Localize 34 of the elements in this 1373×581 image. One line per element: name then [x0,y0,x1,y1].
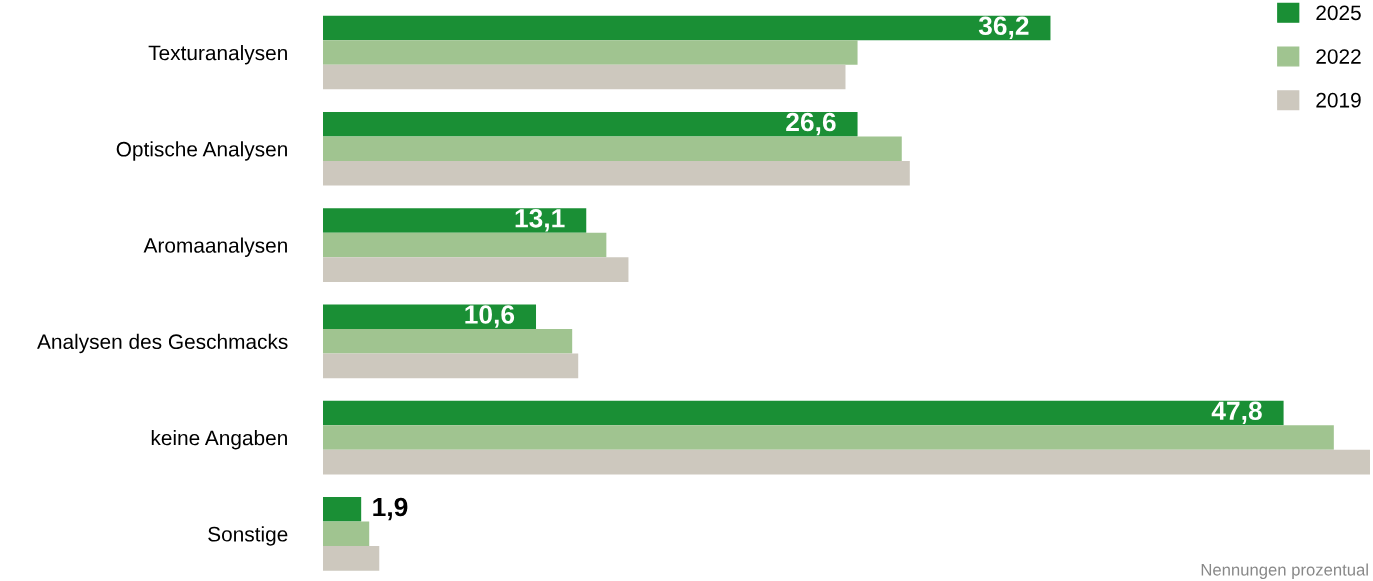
y-tick-label: Sonstige [208,526,288,546]
annotation: Nennungen prozentual [1201,563,1368,579]
bar [323,208,587,233]
bar [323,64,846,90]
data-label: 26,6 [786,112,836,136]
legend-label: 2019 [1316,92,1361,108]
legend-label: 2025 [1316,5,1361,21]
bar [323,111,858,137]
bar [323,400,1284,426]
data-label: 10,6 [465,305,515,328]
bar [323,329,573,354]
bar [323,425,1334,450]
legend-label: 2022 [1316,49,1361,64]
data-label: 1,9 [373,497,408,521]
bar [323,257,629,282]
bar [323,449,1370,475]
bar [323,232,607,258]
y-tick-label: Texturanalysen [148,44,287,65]
y-tick-label: keine Angaben [151,430,287,450]
bar [323,521,370,547]
bar [323,40,858,65]
bar [323,136,902,162]
y-tick-label: Optische Analysen [116,141,287,161]
data-label: 13,1 [515,208,565,232]
bar [323,15,1051,41]
bar [323,161,910,186]
bar [323,497,362,522]
y-tick-label: Aromaanalysen [143,237,287,257]
bar [323,304,537,330]
bar [323,546,380,571]
bar [323,353,579,379]
data-label: 47,8 [1211,401,1262,424]
y-tick-label: Analysen des Geschmacks [37,333,288,354]
data-label: 36,2 [978,16,1029,39]
